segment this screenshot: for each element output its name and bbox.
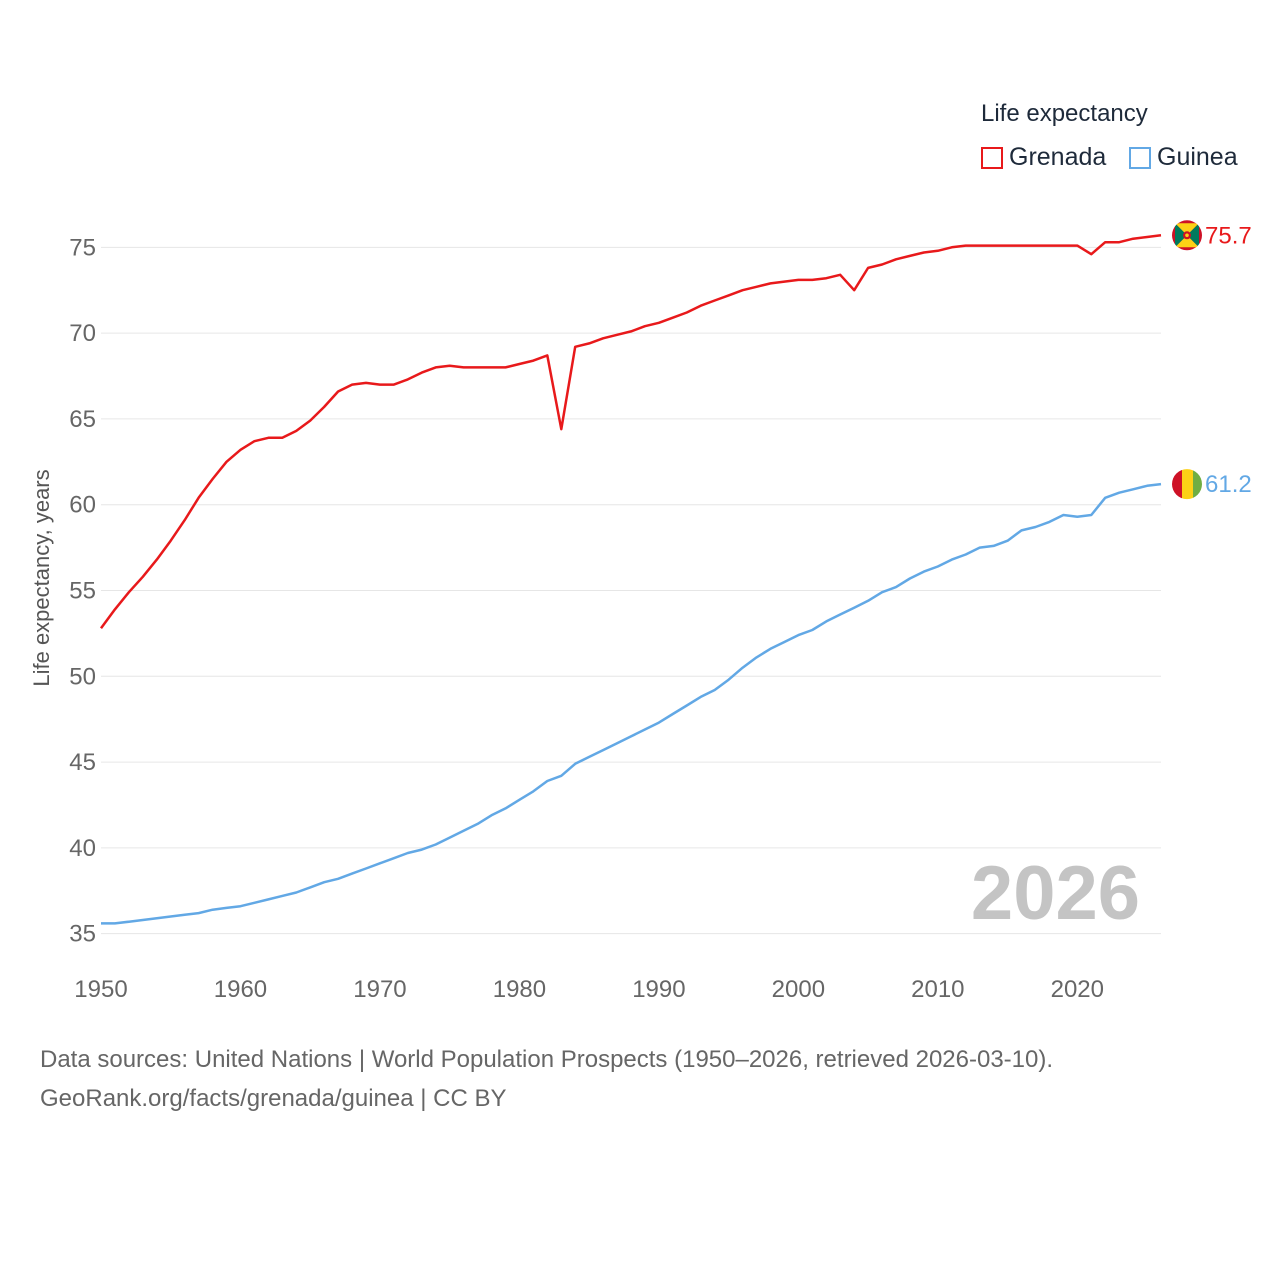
legend-item-grenada[interactable]: Grenada [981, 143, 1106, 172]
end-label-grenada: 75.7 [1205, 222, 1252, 249]
legend-swatch-guinea [1129, 146, 1151, 169]
x-tick-label: 1980 [493, 976, 546, 1003]
y-tick-label: 50 [69, 663, 96, 690]
legend-label-guinea: Guinea [1157, 143, 1238, 171]
footer-credit[interactable]: GeoRank.org/facts/grenada/guinea | CC BY [40, 1085, 507, 1112]
y-tick-label: 60 [69, 492, 96, 519]
x-tick-label: 1990 [632, 976, 685, 1003]
y-tick-label: 55 [69, 578, 96, 605]
guinea-flag [1172, 469, 1202, 500]
series-line-grenada [99, 234, 1162, 630]
legend-title: Life expectancy [981, 100, 1148, 127]
y-tick-label: 75 [69, 234, 96, 261]
y-tick-label: 40 [69, 835, 96, 862]
legend-swatch-grenada [981, 146, 1003, 169]
x-tick-label: 2000 [772, 976, 825, 1003]
x-tick-label: 1960 [214, 976, 267, 1003]
grenada-flag [1172, 220, 1202, 251]
footer-source: Data sources: United Nations | World Pop… [40, 1046, 1054, 1073]
series-line-guinea [101, 482, 1162, 925]
legend-item-guinea[interactable]: Guinea [1129, 143, 1238, 172]
x-tick-label: 2010 [911, 976, 964, 1003]
y-tick-label: 70 [69, 320, 96, 347]
y-tick-label: 65 [69, 406, 96, 433]
legend-label-grenada: Grenada [1009, 143, 1107, 171]
x-tick-label: 1970 [353, 976, 406, 1003]
x-tick-label: 2020 [1051, 976, 1104, 1003]
end-label-guinea: 61.2 [1205, 471, 1252, 498]
y-tick-label: 35 [69, 921, 96, 948]
x-tick-label: 1950 [74, 976, 127, 1003]
year-label: 2026 [971, 851, 1140, 936]
y-tick-label: 45 [69, 749, 96, 776]
